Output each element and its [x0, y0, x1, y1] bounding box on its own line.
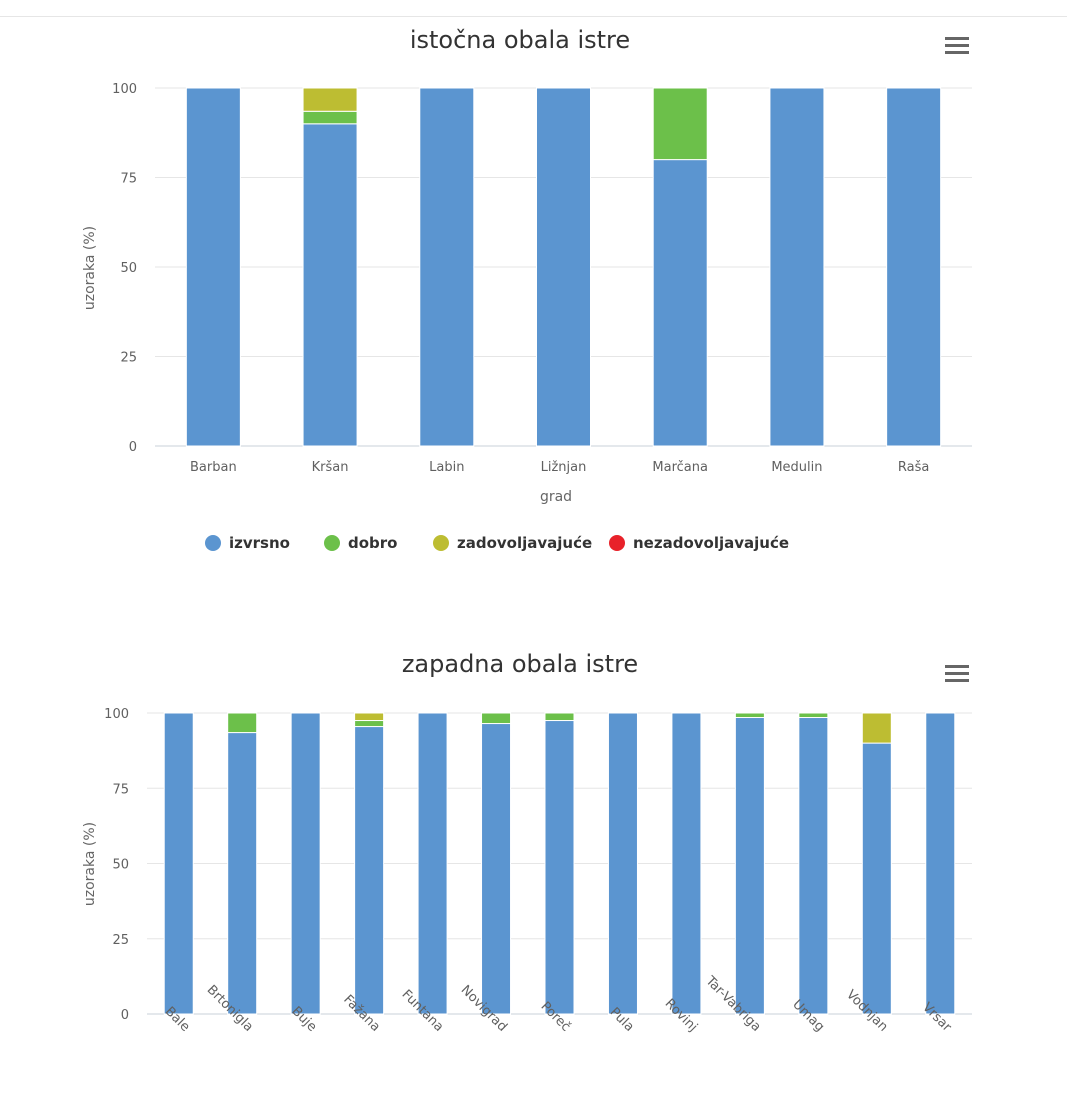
top-divider [0, 16, 1067, 17]
menu-icon[interactable] [945, 665, 969, 682]
y-tick-label: 50 [120, 261, 137, 276]
legend-label: nezadovoljavajuće [633, 534, 789, 552]
bar-dobro[interactable] [354, 720, 385, 728]
bar-izvrsno[interactable] [769, 87, 825, 447]
bar-zadovoljavajuće[interactable] [354, 712, 385, 722]
legend-label: zadovoljavajuće [457, 534, 592, 552]
y-tick-label: 75 [112, 782, 129, 797]
chart-istocna-obala: istočna obala istre uzoraka (%) grad Bar… [82, 26, 972, 552]
bar-izvrsno[interactable] [302, 123, 358, 447]
bar-izvrsno[interactable] [544, 720, 575, 1015]
x-axis-title: grad [540, 489, 572, 505]
bar-izvrsno[interactable] [419, 87, 475, 447]
legend-marker [609, 535, 625, 551]
bar-izvrsno[interactable] [861, 742, 892, 1015]
bar-izvrsno[interactable] [734, 717, 765, 1015]
legend-item-zadovoljavajuće[interactable]: zadovoljavajuće [433, 534, 592, 552]
x-tick-label: Marčana [652, 460, 708, 475]
legend-item-izvrsno[interactable]: izvrsno [205, 534, 290, 552]
bar-izvrsno[interactable] [481, 723, 512, 1015]
bar-izvrsno[interactable] [652, 159, 708, 447]
legend-item-dobro[interactable]: dobro [324, 534, 397, 552]
bar-dobro[interactable] [544, 712, 575, 722]
bar-izvrsno[interactable] [290, 712, 321, 1015]
y-tick-label: 75 [120, 172, 137, 187]
y-tick-label: 100 [104, 707, 129, 722]
bar-dobro[interactable] [652, 87, 708, 161]
x-tick-label: Barban [190, 460, 237, 475]
x-tick-label: Kršan [312, 460, 349, 475]
legend-marker [324, 535, 340, 551]
chart-title: istočna obala istre [410, 26, 630, 54]
bar-izvrsno[interactable] [886, 87, 942, 447]
bar-izvrsno[interactable] [925, 712, 956, 1015]
legend-label: izvrsno [229, 534, 290, 552]
bar-izvrsno[interactable] [798, 717, 829, 1015]
bar-dobro[interactable] [734, 712, 765, 719]
x-tick-label: Raša [898, 460, 929, 475]
bar-izvrsno[interactable] [536, 87, 591, 447]
bar-izvrsno[interactable] [185, 87, 241, 447]
x-tick-label: Ližnjan [541, 460, 587, 475]
chart-zapadna-obala: zapadna obala istre uzoraka (%) Bale Brto… [82, 650, 972, 1035]
legend: izvrsno dobro zadovoljavajuće nezadovoljava… [205, 534, 789, 552]
y-axis-title: uzoraka (%) [82, 226, 98, 310]
y-tick-label: 0 [129, 440, 137, 455]
bar-izvrsno[interactable] [417, 712, 448, 1015]
y-tick-label: 50 [112, 858, 129, 873]
chart-title: zapadna obala istre [402, 650, 638, 678]
y-tick-label: 25 [112, 933, 129, 948]
bar-izvrsno[interactable] [671, 712, 702, 1015]
x-tick-label: Labin [429, 460, 464, 475]
bar-dobro[interactable] [227, 712, 258, 734]
bar-zadovoljavajuće[interactable] [861, 712, 892, 744]
bar-izvrsno[interactable] [163, 712, 194, 1015]
bar-dobro[interactable] [798, 712, 829, 719]
bar-dobro[interactable] [302, 110, 358, 125]
bar-zadovoljavajuće[interactable] [302, 87, 358, 112]
y-axis-title: uzoraka (%) [82, 822, 98, 906]
y-tick-label: 25 [120, 351, 137, 366]
menu-icon[interactable] [945, 37, 969, 54]
bar-izvrsno[interactable] [354, 726, 385, 1015]
legend-label: dobro [348, 534, 397, 552]
y-tick-label: 100 [112, 82, 137, 97]
x-tick-label: Medulin [771, 460, 822, 475]
bar-izvrsno[interactable] [607, 712, 638, 1015]
y-tick-label: 0 [121, 1008, 129, 1023]
legend-marker [205, 535, 221, 551]
legend-marker [433, 535, 449, 551]
bar-izvrsno[interactable] [227, 732, 258, 1015]
legend-item-nezadovoljavajuće[interactable]: nezadovoljavajuće [609, 534, 789, 552]
bar-dobro[interactable] [481, 712, 512, 725]
